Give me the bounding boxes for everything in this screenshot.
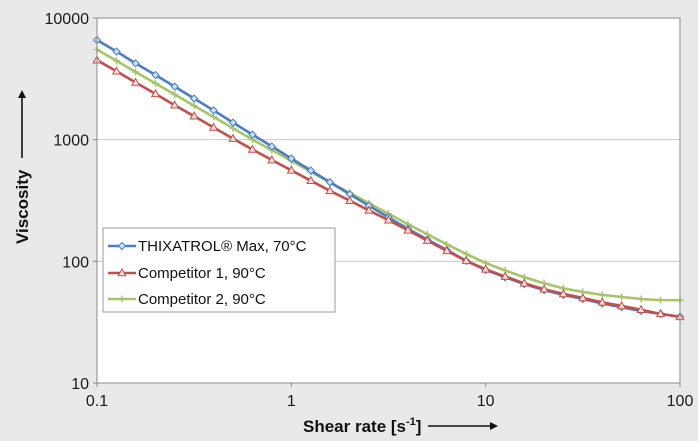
y-tick-label-3: 10000: [45, 11, 90, 28]
series-3-point-3: [152, 79, 159, 87]
legend-swatch-marker-2: [117, 267, 127, 277]
x-tick-label-2: 10: [477, 393, 495, 410]
legend-item-2: Competitor 1, 90°C: [108, 265, 266, 282]
series-1-point-7: [228, 118, 238, 127]
series-2-point-14: [364, 205, 374, 214]
legend-item-3: Competitor 2, 90°C: [108, 291, 266, 308]
series-2-point-28: [636, 304, 646, 314]
series-2-point-21: [500, 271, 510, 280]
series-3-point-4: [171, 91, 179, 99]
series-3-point-27: [618, 293, 626, 301]
legend-label-2: Competitor 1, 90°C: [138, 265, 266, 282]
series-2-point-22: [519, 278, 529, 287]
legend-swatch-marker-1: [117, 241, 127, 251]
series-1-point-3: [151, 70, 160, 80]
series-2-point-27: [617, 300, 627, 310]
series-2: [92, 55, 685, 321]
series-2-point-10: [286, 165, 296, 174]
legend-swatch-marker-3: [118, 295, 126, 303]
y-axis-label: Viscosity: [13, 169, 32, 244]
x-tick-label-0: 0.1: [86, 393, 108, 410]
series-2-point-8: [247, 144, 258, 153]
series-2-point-4: [170, 100, 180, 109]
series-layer: [92, 35, 685, 322]
legend: THIXATROL® Max, 70°C Competitor 1, 90°C Co…: [102, 227, 336, 313]
tick-labels: 10 100 1000 10000 0.1 1 10 100: [45, 11, 694, 410]
series-3-point-28: [637, 295, 645, 303]
series-1-point-1: [112, 47, 121, 56]
series-1-point-10: [287, 154, 296, 163]
legend-label-1: THIXATROL® Max, 70°C: [138, 238, 307, 255]
y-tick-label-2: 1000: [53, 133, 89, 150]
x-axis-title: Shear rate [s-1]: [303, 416, 498, 436]
series-2-point-18: [442, 245, 452, 255]
series-2-point-25: [578, 292, 588, 302]
series-2-point-16: [403, 225, 413, 234]
x-axis-label: Shear rate [s-1]: [303, 416, 421, 436]
plot-border: [96, 17, 681, 384]
series-2-point-17: [422, 235, 432, 244]
y-axis-title: Viscosity: [13, 90, 32, 244]
series-2-point-11: [306, 175, 316, 184]
x-tick-label-1: 1: [287, 393, 296, 410]
series-1-point-11: [306, 166, 316, 175]
series-2-point-2: [130, 77, 141, 86]
series-2-point-19: [461, 255, 471, 265]
series-2-point-13: [345, 195, 355, 205]
series-1-point-4: [170, 82, 179, 91]
y-tick-label-1: 100: [62, 254, 89, 271]
series-2-point-24: [558, 288, 568, 298]
x-axis-arrow-head: [490, 422, 498, 430]
plot-area: [97, 18, 680, 383]
series-1-point-2: [131, 59, 140, 68]
series-2-point-12: [325, 185, 335, 195]
series-2-point-6: [208, 122, 219, 131]
y-axis-arrow-head: [18, 90, 26, 98]
legend-label-3: Competitor 2, 90°C: [138, 291, 266, 308]
series-1-point-6: [209, 106, 218, 115]
series-2-point-9: [267, 155, 277, 164]
series-3-point-1: [113, 57, 121, 65]
series-3-point-2: [132, 68, 140, 76]
series-1-point-5: [189, 94, 199, 103]
series-1-point-9: [267, 142, 277, 151]
series-2-point-5: [189, 111, 199, 120]
y-tick-label-0: 10: [71, 376, 89, 393]
series-2-point-15: [383, 215, 394, 224]
series-2-point-1: [111, 66, 122, 75]
series-2-point-26: [597, 297, 607, 306]
series-1-point-12: [325, 178, 335, 187]
series-3-point-26: [598, 291, 606, 299]
x-tick-label-3: 100: [667, 393, 694, 410]
series-3-point-29: [657, 296, 665, 304]
legend-item-1: THIXATROL® Max, 70°C: [108, 238, 307, 255]
series-2-point-20: [481, 264, 491, 273]
series-2-point-3: [150, 88, 161, 98]
series-2-point-29: [655, 308, 666, 318]
series-2-point-7: [228, 133, 238, 142]
series-1-point-8: [248, 130, 257, 139]
series-2-point-23: [539, 284, 549, 293]
legend-box: [102, 227, 336, 313]
series-3-point-5: [190, 102, 198, 110]
